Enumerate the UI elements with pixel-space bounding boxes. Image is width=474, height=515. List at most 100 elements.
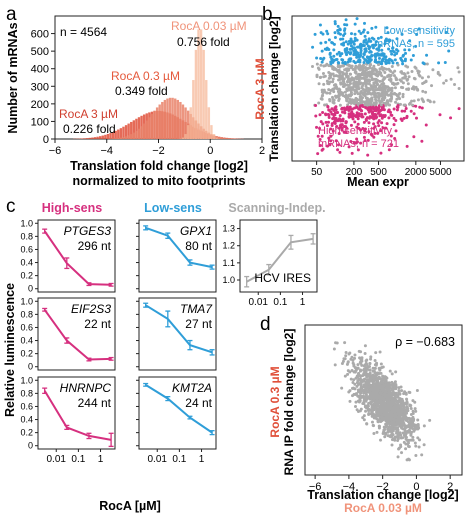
subplot-hcv-ires: 1.0 1.1 1.2 1.3 0.01 0.1 1 HCV IRES xyxy=(222,219,318,308)
scatter-point xyxy=(431,68,435,72)
scatter-point xyxy=(416,424,420,428)
scatter-point xyxy=(363,103,367,107)
scatter-point xyxy=(365,422,369,426)
scatter-point xyxy=(361,115,365,119)
scatter-point xyxy=(377,366,381,370)
low-sens-count: mRNAs, n = 595 xyxy=(374,38,455,50)
histogram-bar xyxy=(122,126,125,139)
scatter-point xyxy=(348,72,352,76)
scatter-point xyxy=(443,60,447,64)
x-tick-label: −4 xyxy=(100,145,113,157)
scatter-point xyxy=(411,411,415,415)
scatter-point xyxy=(380,48,384,52)
scatter-point xyxy=(323,64,327,68)
scatter-point xyxy=(401,53,405,57)
scatter-point xyxy=(315,56,319,60)
scatter-point xyxy=(379,151,383,155)
scatter-point xyxy=(345,48,349,52)
scatter-point xyxy=(411,427,415,431)
scatter-point xyxy=(395,108,399,112)
scatter-point xyxy=(414,85,418,89)
scatter-point xyxy=(349,139,353,143)
scatter-point xyxy=(400,425,404,429)
scatter-point xyxy=(373,53,377,57)
y-tick-label: 0.4 xyxy=(20,258,33,268)
scatter-point xyxy=(381,431,385,435)
histogram-bar xyxy=(186,110,190,139)
scatter-point xyxy=(311,45,315,49)
scatter-point xyxy=(390,52,394,56)
scatter-point xyxy=(401,431,405,435)
scatter-point xyxy=(378,407,382,411)
scatter-point xyxy=(392,382,396,386)
histogram-bar xyxy=(124,136,128,139)
scatter-point xyxy=(359,90,363,94)
scatter-point xyxy=(381,374,385,378)
scatter-point xyxy=(353,387,357,391)
scatter-point xyxy=(318,137,322,141)
histogram-bar xyxy=(122,137,125,139)
scatter-point xyxy=(362,39,366,43)
scatter-point xyxy=(372,122,376,126)
y-tick-label: 400 xyxy=(31,64,49,76)
scatter-point xyxy=(379,108,383,112)
scatter-point xyxy=(338,117,342,121)
scatter-point xyxy=(416,436,420,440)
histogram-bar xyxy=(171,97,174,139)
scatter-point xyxy=(332,48,336,52)
scatter-point xyxy=(404,402,408,406)
histogram-bar xyxy=(212,134,216,139)
x-tick-label: 1 xyxy=(98,454,104,465)
y-tick-label: 0 xyxy=(28,362,33,372)
scatter-point xyxy=(414,453,418,457)
scatter-point xyxy=(376,131,380,135)
scatter-point xyxy=(376,36,380,40)
scatter-point xyxy=(388,394,392,398)
scatter-point xyxy=(329,139,333,143)
scatter-point xyxy=(351,114,355,118)
scatter-point xyxy=(377,60,381,64)
scatter-point xyxy=(368,59,372,63)
scatter-point xyxy=(364,66,368,70)
histogram-bar xyxy=(148,117,151,139)
scatter-point xyxy=(384,58,388,62)
scatter-point xyxy=(362,91,366,95)
scatter-point xyxy=(390,431,394,435)
y-tick-label: 1.3 xyxy=(222,224,235,234)
scatter-point xyxy=(387,61,391,65)
scatter-point xyxy=(318,126,322,130)
scatter-point xyxy=(372,390,376,394)
scatter-point xyxy=(395,48,399,52)
scatter-point xyxy=(395,421,399,425)
scatter-point xyxy=(367,374,371,378)
scatter-point xyxy=(381,68,385,72)
scatter-point xyxy=(382,405,386,409)
scatter-point xyxy=(359,104,363,108)
scatter-point xyxy=(411,424,415,428)
rho-label: ρ = −0.683 xyxy=(395,335,455,349)
scatter-point xyxy=(432,100,436,104)
scatter-point xyxy=(424,90,428,94)
scatter-point xyxy=(329,127,333,131)
scatter-point xyxy=(364,118,368,122)
scatter-point xyxy=(316,152,320,156)
scatter-point xyxy=(319,63,323,67)
x-tick-label: 0.1 xyxy=(172,454,186,465)
scatter-point xyxy=(378,79,382,83)
fold-roca-3: 0.226 fold xyxy=(63,122,116,136)
scatter-point xyxy=(340,386,344,390)
scatter-point xyxy=(407,75,411,79)
correlation-frame xyxy=(304,324,463,476)
scatter-point xyxy=(347,112,351,116)
scatter-point xyxy=(398,392,402,396)
scatter-point xyxy=(353,356,357,360)
scatter-point xyxy=(340,126,344,130)
scatter-point xyxy=(340,52,344,56)
scatter-point xyxy=(402,72,406,76)
scatter-point xyxy=(379,129,383,133)
scatter-point xyxy=(330,112,334,116)
scatter-point xyxy=(385,26,389,30)
y-tick-label: 1.1 xyxy=(222,258,235,268)
scatter-point xyxy=(329,89,333,93)
scatter-point xyxy=(425,62,429,66)
